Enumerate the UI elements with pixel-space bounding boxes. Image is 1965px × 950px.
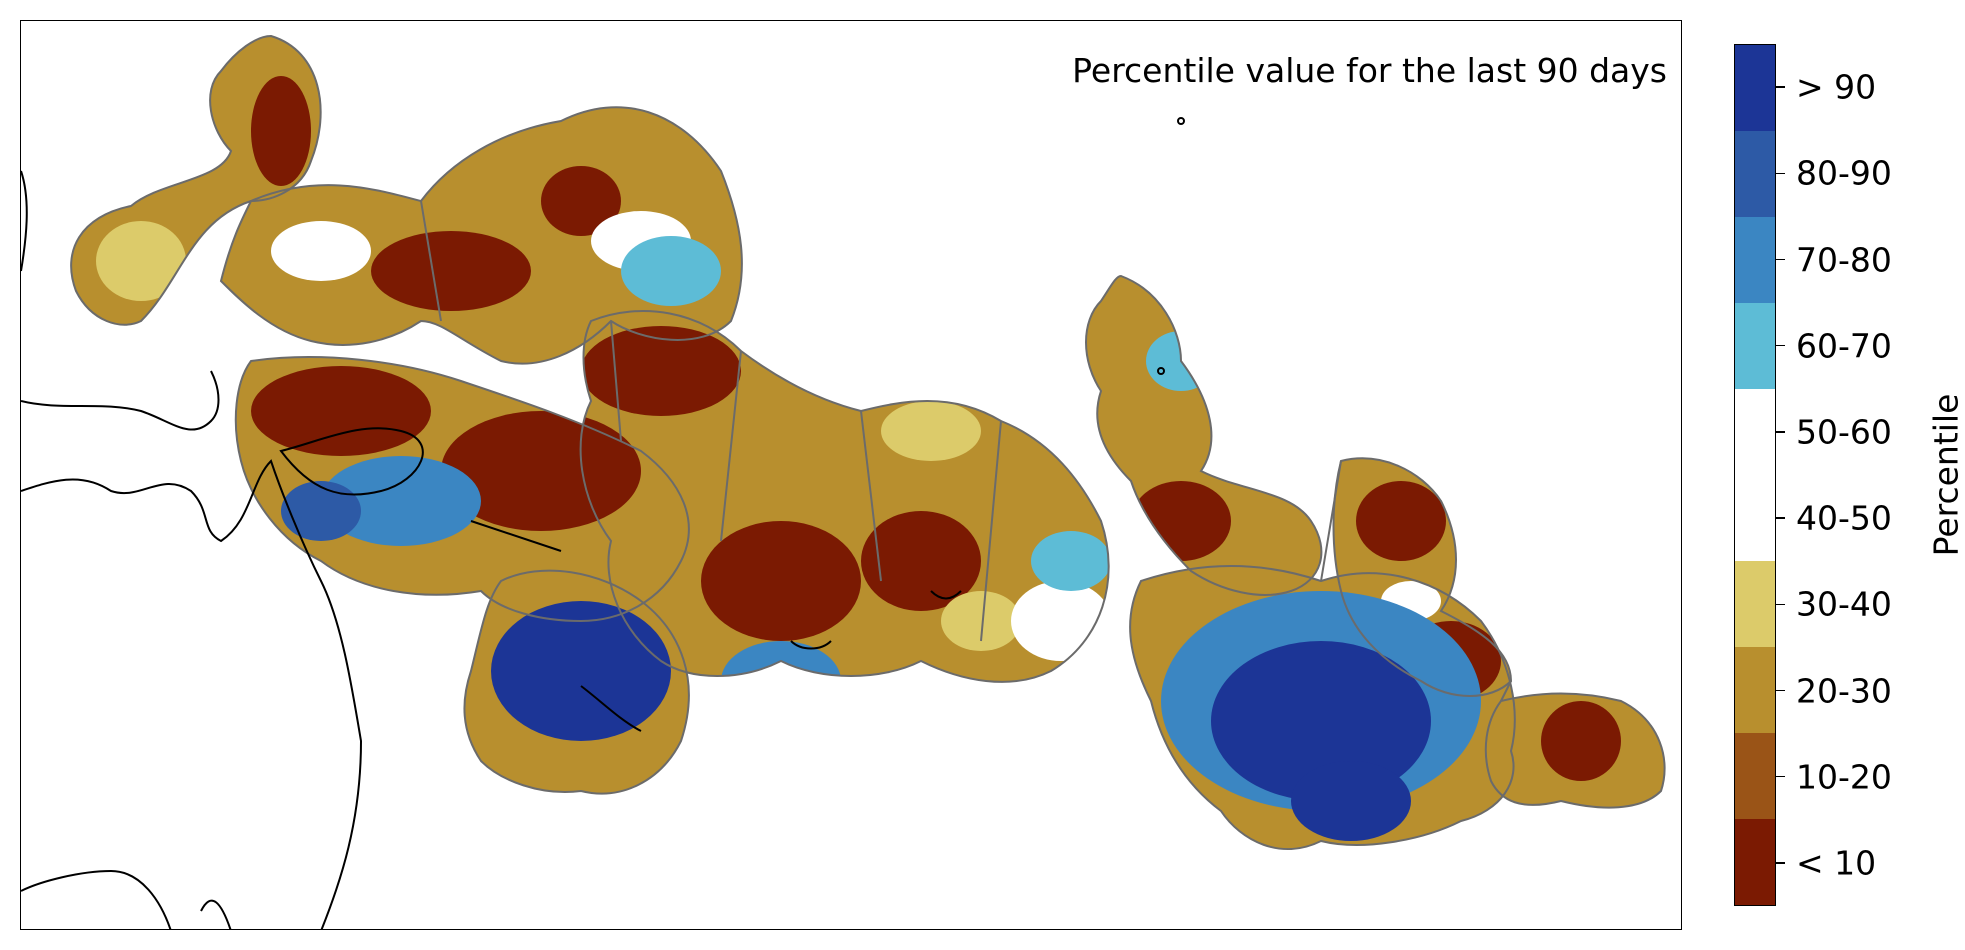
- colorbar-label: 50-60: [1796, 412, 1892, 452]
- colorbar-segment: [1735, 475, 1775, 561]
- percentile-field: [71, 36, 1665, 850]
- region-boundaries: [70, 34, 1666, 850]
- colorbar-tick: [1776, 344, 1785, 347]
- map-title: Percentile value for the last 90 days: [1072, 51, 1667, 90]
- colorbar-label: 70-80: [1796, 240, 1892, 279]
- colorbar-tick: [1776, 689, 1785, 692]
- colorbar-label: > 90: [1796, 67, 1877, 107]
- colorbar-label: < 10: [1796, 843, 1877, 883]
- colorbar-tick: [1776, 172, 1785, 175]
- colorbar-tick: [1776, 86, 1785, 88]
- map-canvas: [21, 34, 1666, 929]
- colorbar-tick: [1776, 258, 1785, 261]
- colorbar-segment: [1735, 389, 1775, 475]
- colorbar-tick: [1776, 431, 1785, 433]
- colorbar-segment: [1735, 819, 1775, 905]
- map-frame: Percentile value for the last 90 days: [20, 20, 1682, 930]
- colorbar-tick: [1776, 603, 1785, 606]
- colorbar-label: 10-20: [1796, 757, 1892, 797]
- colorbar-segment: [1735, 733, 1775, 819]
- colorbar-label: 60-70: [1796, 326, 1892, 366]
- colorbar-segment: [1735, 45, 1775, 131]
- colorbar-label: 30-40: [1796, 584, 1892, 624]
- colorbar-segment: [1735, 131, 1775, 217]
- colorbar-tick: [1776, 517, 1785, 519]
- colorbar-segment: [1735, 647, 1775, 733]
- colorbar-tick: [1776, 862, 1785, 864]
- colorbar-tick: [1776, 775, 1785, 778]
- colorbar-segment: [1735, 303, 1775, 389]
- colorbar-segment: [1735, 561, 1775, 647]
- colorbar-label: 20-30: [1796, 671, 1892, 710]
- colorbar-label: 80-90: [1796, 153, 1892, 193]
- coastlines: [21, 117, 1185, 929]
- colorbar-segment: [1735, 217, 1775, 303]
- colorbar-title: Percentile: [1926, 393, 1965, 557]
- colorbar: [1734, 44, 1776, 906]
- colorbar-label: 40-50: [1796, 498, 1892, 538]
